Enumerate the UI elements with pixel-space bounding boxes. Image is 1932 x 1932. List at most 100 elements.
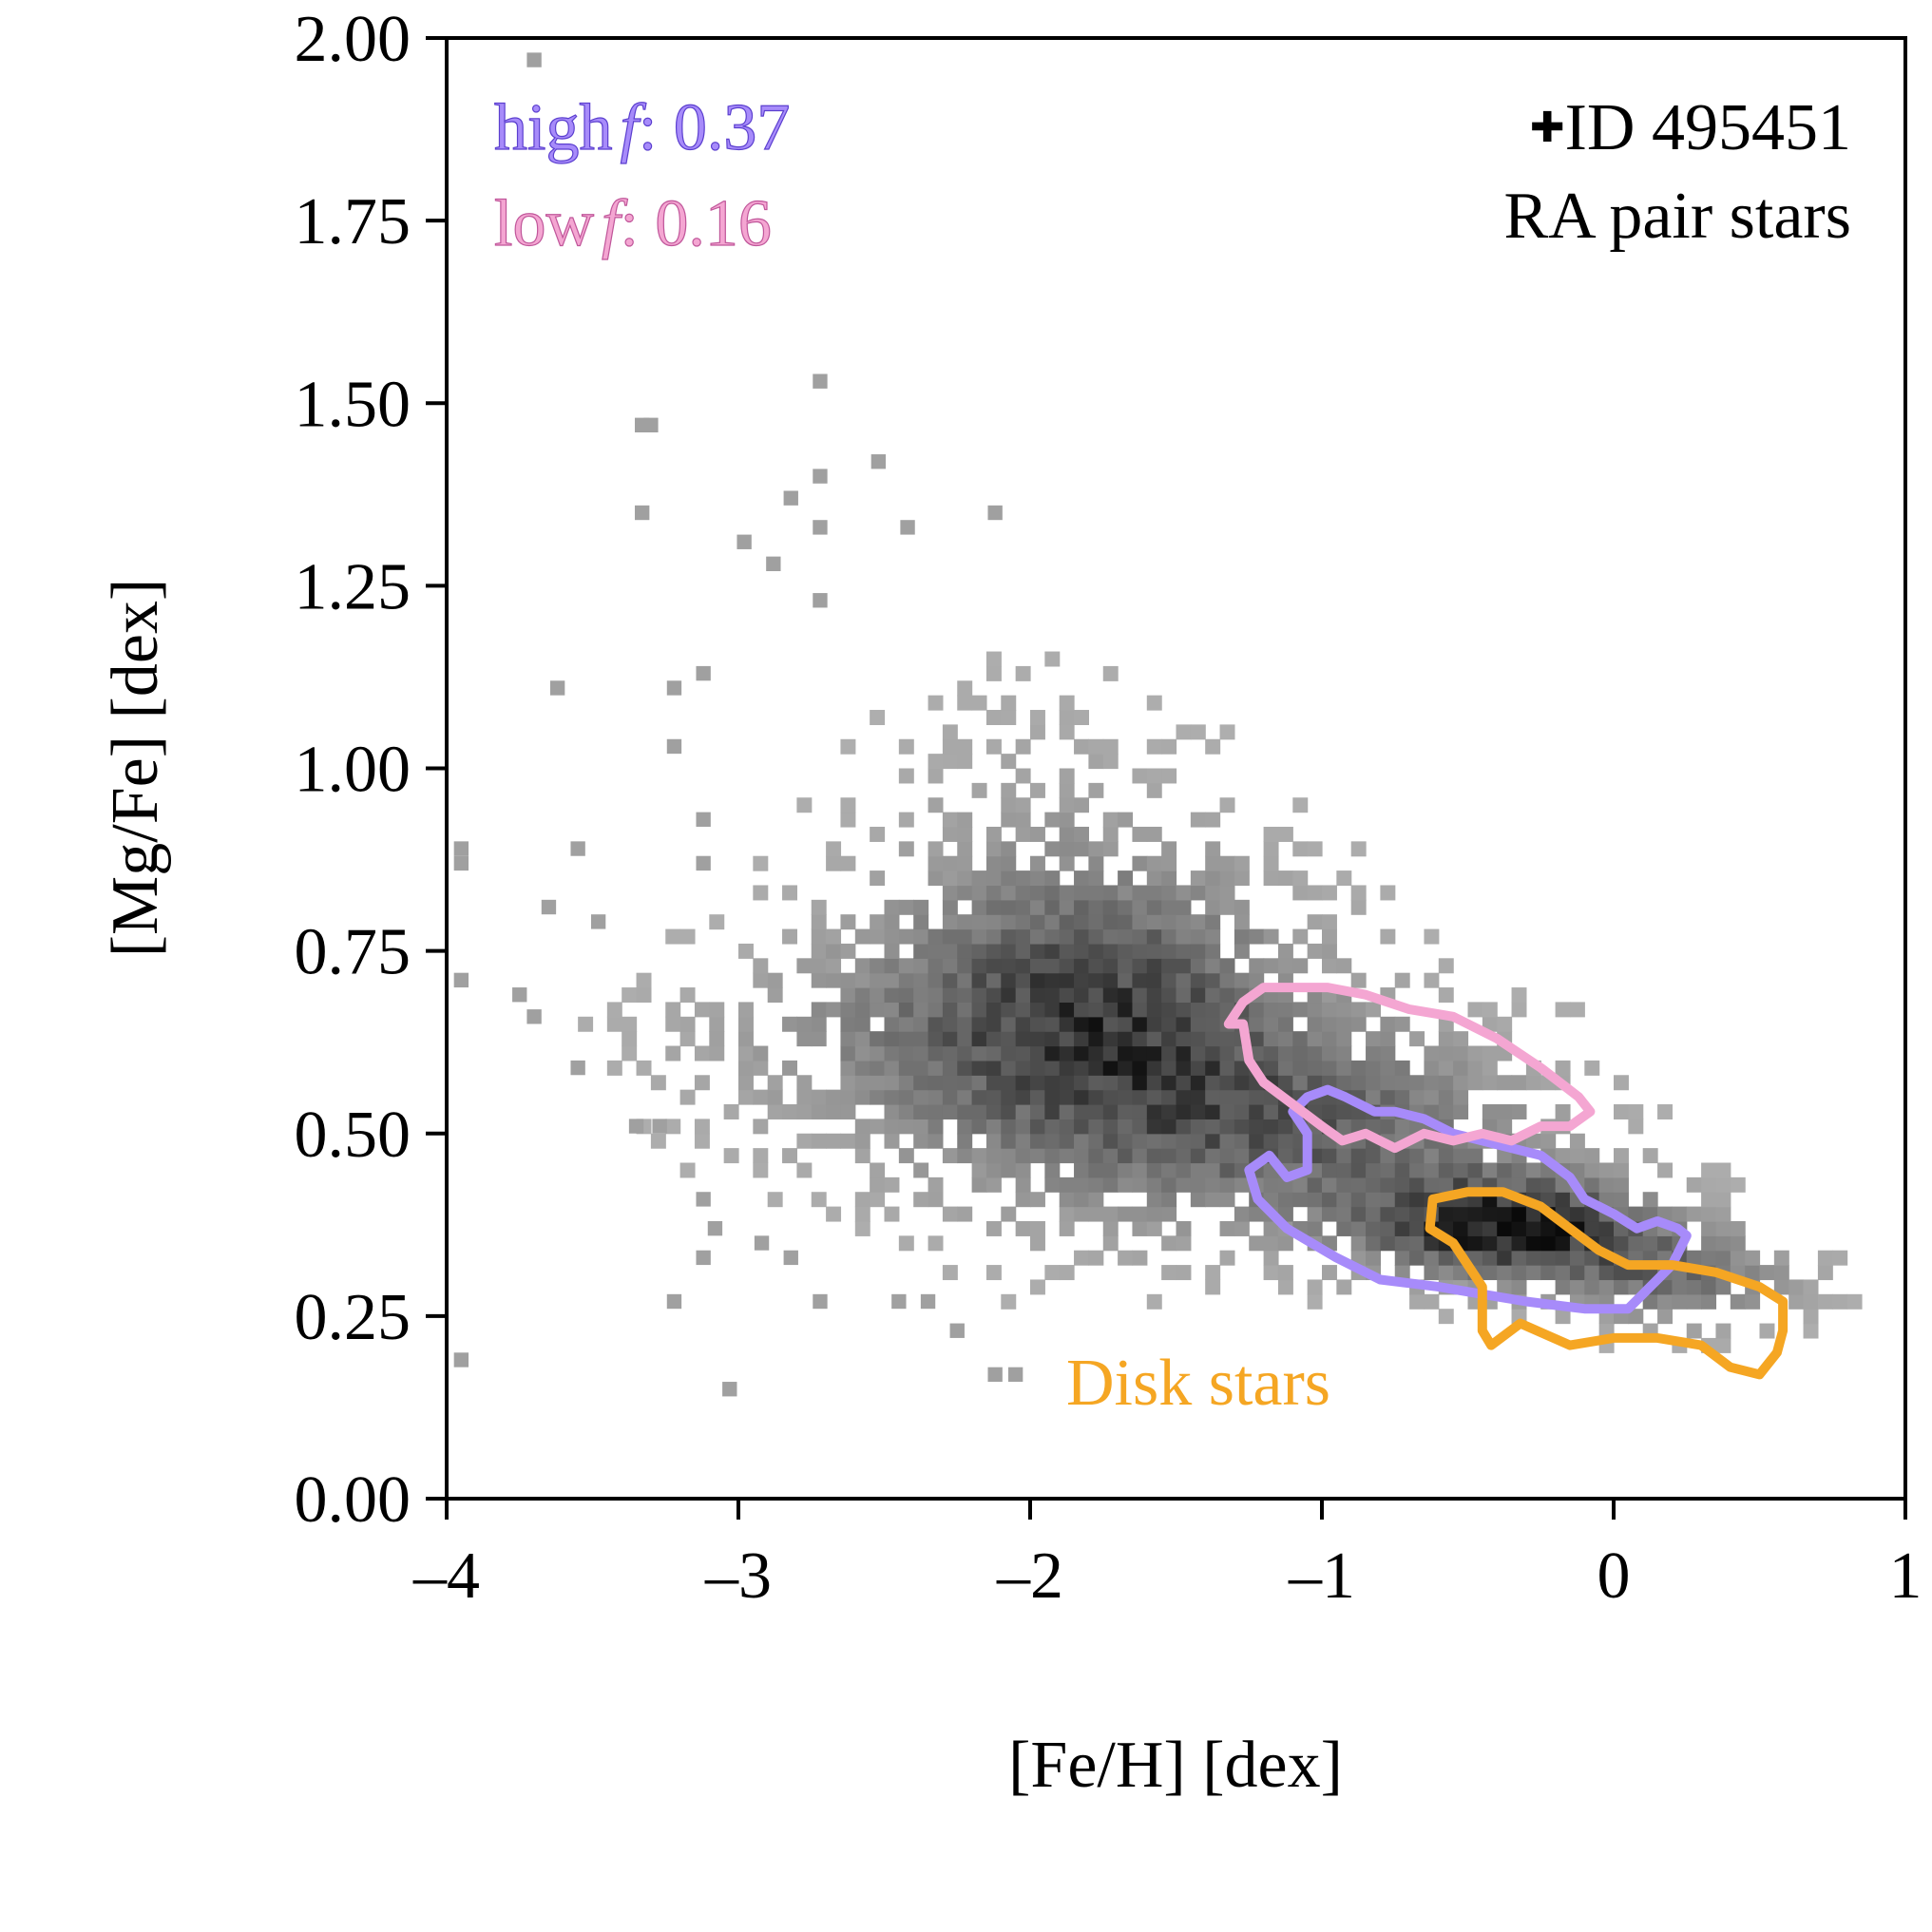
heatmap-bin: [884, 928, 900, 945]
heatmap-bin: [1249, 958, 1265, 974]
heatmap-bin: [826, 1089, 842, 1105]
heatmap-bin: [1366, 1220, 1381, 1236]
heatmap-bin: [854, 1060, 870, 1076]
heatmap-bin: [1277, 1045, 1293, 1062]
heatmap-bin: [854, 1089, 870, 1105]
heatmap-bin: [1511, 1279, 1527, 1295]
heatmap-bin: [898, 1016, 914, 1032]
heatmap-bin: [1336, 1192, 1352, 1208]
heatmap-bin: [694, 1002, 710, 1018]
heatmap-bin: [971, 914, 987, 930]
x-tick-label: 0: [1597, 1540, 1631, 1613]
heatmap-bin: [1292, 1075, 1309, 1091]
heatmap-bin: [1366, 1060, 1381, 1076]
heatmap-bin: [1789, 1279, 1805, 1295]
heatmap-bin: [1322, 1176, 1337, 1193]
heatmap-bin: [1088, 1075, 1104, 1091]
heatmap-bin: [696, 1192, 711, 1207]
heatmap-bin: [1263, 958, 1279, 974]
heatmap-bin: [1074, 885, 1089, 901]
heatmap-bin: [1074, 870, 1089, 887]
heatmap-bin: [1701, 1192, 1717, 1208]
heatmap-bin: [1059, 1220, 1075, 1236]
heatmap-bin: [1044, 1016, 1061, 1032]
heatmap-bin: [1263, 1031, 1279, 1047]
heatmap-bin: [1001, 914, 1017, 930]
heatmap-bin: [1102, 958, 1119, 974]
heatmap-bin: [1292, 1045, 1309, 1062]
heatmap-bin: [971, 1075, 987, 1091]
heatmap-bin: [985, 1045, 1002, 1062]
heatmap-bin: [738, 943, 754, 959]
heatmap-bin: [1088, 885, 1104, 901]
heatmap-bin: [1015, 885, 1031, 901]
heatmap-bin: [957, 943, 973, 959]
contour-low-f: [1223, 983, 1596, 1154]
heatmap-bin: [578, 1016, 594, 1032]
heatmap-bin: [1234, 1089, 1250, 1105]
heatmap-bin: [1715, 1220, 1731, 1236]
heatmap-bin: [942, 1016, 958, 1032]
heatmap-bin: [1540, 1235, 1557, 1252]
heatmap-bin: [1555, 1265, 1571, 1281]
heatmap-bin: [1350, 1016, 1367, 1032]
heatmap-bin: [1336, 1045, 1352, 1062]
heatmap-bin: [1424, 1235, 1440, 1252]
heatmap-bin: [1438, 1206, 1454, 1222]
heatmap-bin: [709, 1016, 725, 1032]
heatmap-bin: [1292, 797, 1309, 813]
heatmap-bin: [1176, 1235, 1192, 1252]
heatmap-bin: [826, 1002, 842, 1018]
heatmap-bin: [1088, 958, 1104, 974]
heatmap-bin: [1190, 928, 1206, 945]
heatmap-bin: [928, 841, 944, 857]
heatmap-bin: [870, 1075, 886, 1091]
heatmap-bin: [1001, 1045, 1017, 1062]
heatmap-bin: [1482, 1220, 1498, 1236]
heatmap-bin: [1277, 1060, 1293, 1076]
heatmap-bin: [1598, 1176, 1615, 1193]
heatmap-bin: [913, 1133, 929, 1149]
heatmap-bin: [1059, 1104, 1075, 1119]
heatmap-bin: [971, 885, 987, 901]
heatmap-bin: [1409, 1250, 1425, 1266]
heatmap-bin: [541, 899, 557, 915]
heatmap-bin: [1015, 1104, 1031, 1119]
heatmap-bin: [1190, 1075, 1206, 1091]
heatmap-bin: [707, 1220, 723, 1236]
heatmap-bin: [1614, 1265, 1629, 1281]
heatmap-bin: [1074, 1162, 1089, 1178]
heatmap-bin: [942, 943, 958, 959]
heatmap-bin: [913, 1192, 929, 1208]
heatmap-bin: [1015, 1002, 1031, 1018]
heatmap-bin: [1132, 943, 1148, 959]
heatmap-bin: [985, 1060, 1002, 1076]
heatmap-bin: [709, 1002, 725, 1018]
heatmap-bin: [1336, 1104, 1352, 1119]
heatmap-bin: [957, 826, 973, 842]
heatmap-bin: [1059, 695, 1075, 711]
heatmap-bin: [1525, 1162, 1541, 1178]
heatmap-bin: [1322, 1162, 1337, 1178]
heatmap-bin: [840, 1002, 856, 1018]
heatmap-bin: [738, 1045, 754, 1062]
heatmap-bin: [1132, 1162, 1148, 1178]
heatmap-bin: [1190, 1060, 1206, 1076]
heatmap-bin: [1044, 1031, 1061, 1047]
heatmap-bin: [1234, 899, 1250, 915]
heatmap-bin: [1438, 1250, 1454, 1266]
heatmap-bin: [652, 1119, 667, 1134]
heatmap-bin: [1467, 1148, 1483, 1164]
heatmap-bin: [913, 1162, 929, 1178]
heatmap-bin: [1132, 972, 1148, 988]
heatmap-bin: [1555, 1060, 1571, 1076]
heatmap-bin: [1745, 1265, 1761, 1281]
heatmap-bin: [1438, 1162, 1454, 1178]
heatmap-bin: [854, 1016, 870, 1032]
heatmap-bin: [1569, 1265, 1585, 1281]
heatmap-bin: [1161, 738, 1177, 755]
heatmap-bin: [1088, 914, 1104, 930]
heatmap-bin: [1540, 1133, 1557, 1149]
heatmap-bin: [985, 958, 1002, 974]
